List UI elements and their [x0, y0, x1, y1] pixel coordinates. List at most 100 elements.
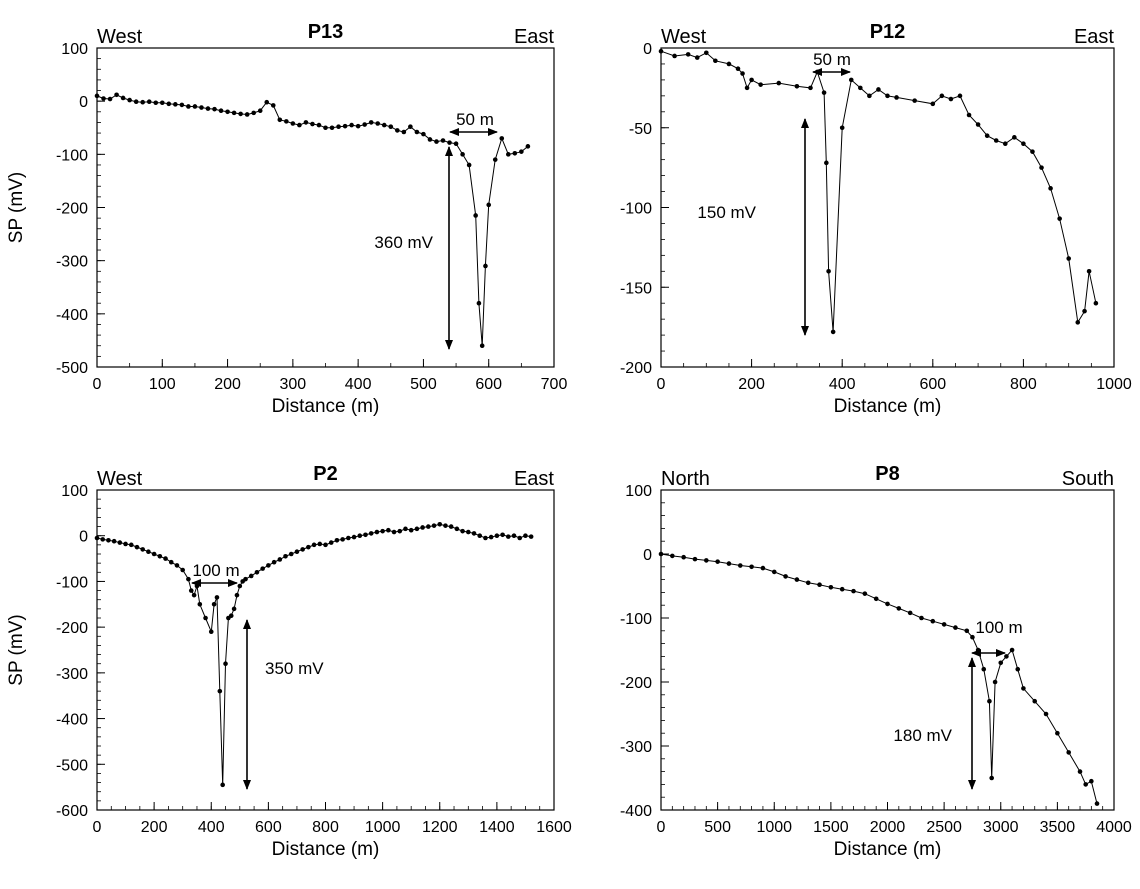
data-point	[363, 532, 368, 538]
data-point	[483, 263, 488, 269]
data-point	[218, 108, 224, 114]
data-point	[453, 141, 459, 146]
data-point	[858, 85, 863, 91]
data-point	[681, 554, 686, 560]
data-point	[1066, 256, 1071, 261]
x-tick-label: 2000	[870, 819, 906, 836]
panel-p2: 0 200 400 600 800 1000 1200 1400 16001000-100-20…	[6, 463, 572, 860]
data-point	[1094, 801, 1100, 806]
data-point	[140, 99, 145, 105]
data-point	[317, 541, 323, 547]
data-point	[981, 666, 987, 672]
x-tick-label: 400	[198, 819, 225, 836]
data-point	[1048, 186, 1053, 191]
data-point	[517, 535, 523, 541]
data-point	[1055, 730, 1060, 736]
data-point	[203, 615, 208, 621]
data-point	[266, 563, 271, 568]
data-point	[225, 109, 230, 115]
y-tick-label: -200	[56, 620, 88, 637]
chart-title: P13	[308, 21, 344, 43]
data-point	[94, 535, 100, 541]
data-point	[839, 586, 845, 592]
data-point	[1043, 711, 1049, 717]
data-point	[1066, 750, 1071, 755]
data-point	[975, 122, 981, 127]
y-tick-label: -500	[56, 757, 88, 774]
data-point	[1021, 686, 1026, 691]
y-tick-label: 100	[61, 41, 88, 58]
data-point	[744, 85, 750, 91]
data-point	[403, 526, 408, 532]
data-point	[519, 149, 524, 154]
data-point	[157, 553, 163, 559]
annotation-label: 360 mV	[374, 233, 433, 252]
data-point	[975, 647, 981, 653]
data-point	[146, 549, 151, 555]
data-point	[1083, 782, 1088, 787]
y-axis-label: SP (mV)	[6, 614, 27, 685]
right-direction-label: East	[514, 468, 554, 490]
x-tick-label: 1200	[422, 819, 458, 836]
x-tick-label: 0	[657, 376, 666, 393]
data-point	[117, 540, 123, 545]
x-tick-label: 600	[919, 376, 946, 393]
data-point	[257, 108, 263, 114]
data-point	[168, 559, 174, 565]
data-point	[1093, 300, 1099, 306]
y-tick-label: 0	[643, 547, 652, 564]
data-point	[174, 563, 180, 568]
data-point	[397, 528, 403, 534]
data-point	[426, 524, 431, 529]
x-tick-label: 4000	[1096, 819, 1132, 836]
data-point	[476, 300, 482, 306]
data-point	[500, 532, 505, 538]
data-point	[238, 111, 243, 117]
data-point	[749, 77, 754, 83]
data-point	[277, 557, 283, 562]
data-point	[460, 528, 465, 534]
data-point	[217, 688, 223, 694]
data-point	[1082, 308, 1087, 314]
panel-p12: 0 200 400 600 800 1000 0 -50 -100 -150 -200 P12 West…	[620, 21, 1132, 417]
data-point	[1089, 778, 1094, 784]
data-point	[375, 121, 381, 126]
data-point	[713, 58, 718, 64]
data-point	[848, 77, 854, 83]
data-point	[794, 83, 800, 89]
data-point	[192, 104, 198, 109]
y-tick-label: -400	[56, 307, 88, 324]
data-point	[414, 129, 420, 135]
right-direction-label: East	[514, 26, 554, 48]
data-point	[966, 112, 972, 118]
data-point	[486, 202, 492, 208]
data-point	[512, 150, 518, 156]
data-point	[941, 622, 947, 627]
x-axis-label: Distance (m)	[272, 396, 380, 417]
data-point	[873, 596, 879, 602]
data-point	[197, 601, 203, 607]
data-point	[214, 595, 220, 600]
data-point	[998, 660, 1004, 666]
data-point	[930, 101, 936, 107]
data-point	[254, 569, 260, 575]
x-tick-label: 500	[704, 819, 731, 836]
data-point	[228, 613, 234, 619]
data-point	[107, 96, 113, 102]
plot-frame	[96, 47, 555, 368]
data-point	[1002, 141, 1008, 146]
y-tick-label: -300	[56, 254, 88, 271]
data-point	[473, 213, 478, 218]
y-tick-label: -200	[620, 675, 652, 692]
x-axis-label: Distance (m)	[834, 839, 942, 860]
data-point	[776, 80, 782, 86]
data-point	[173, 102, 178, 107]
data-point	[1032, 698, 1038, 704]
data-point	[134, 544, 140, 550]
y-tick-label: -200	[620, 360, 652, 377]
data-point	[984, 133, 990, 139]
data-point	[440, 138, 446, 143]
y-tick-label: -300	[620, 739, 652, 756]
data-point	[1004, 654, 1009, 659]
x-tick-label: 200	[738, 376, 765, 393]
